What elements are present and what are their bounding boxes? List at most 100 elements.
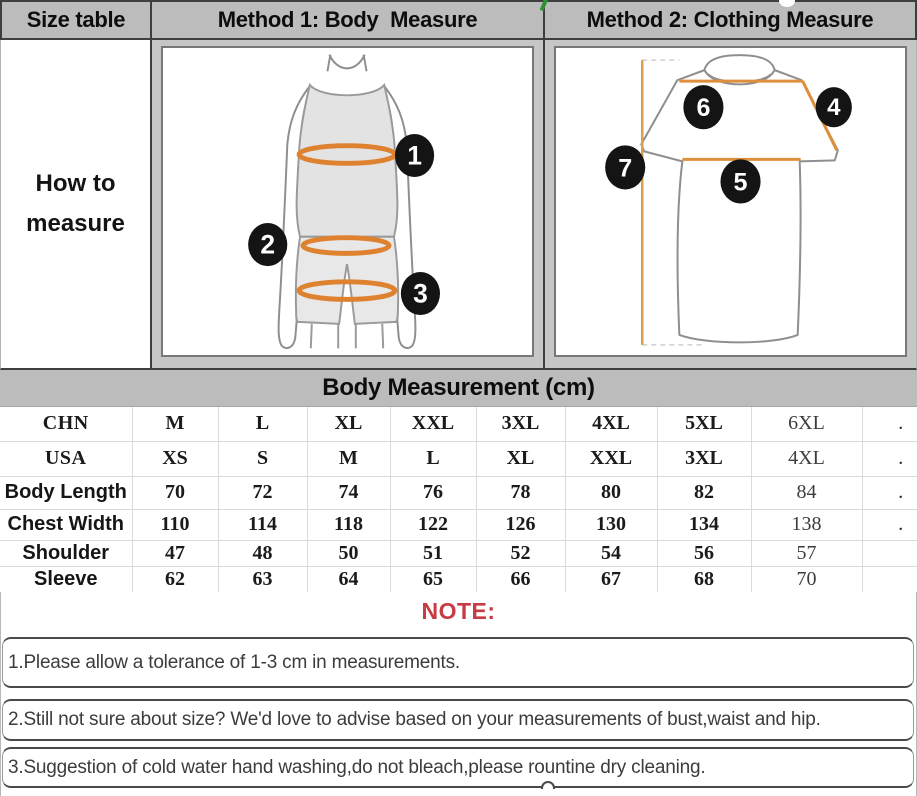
size-cell: 48	[217, 539, 308, 567]
size-cell: XXL	[564, 440, 658, 477]
tshirt-panel: 4 5 6 7	[554, 46, 907, 357]
size-cell	[861, 565, 917, 593]
size-cell: 3XL	[656, 440, 752, 477]
body-badges: 1 2 3	[248, 133, 440, 316]
top-notch-decoration	[779, 0, 795, 7]
size-cell: L	[217, 406, 308, 442]
size-cell	[861, 539, 917, 567]
size-cell: 64	[306, 565, 391, 593]
size-cell: 76	[389, 475, 477, 510]
how-to-measure-cell: How to measure	[1, 40, 152, 368]
size-cell: XXL	[389, 406, 477, 442]
size-cell: .	[861, 406, 917, 442]
size-cell: XS	[131, 440, 219, 477]
bottom-notch-decoration	[537, 780, 559, 789]
body-measure-panel: 1 2 3	[152, 40, 545, 368]
row-label: Sleeve	[0, 565, 133, 593]
size-cell: .	[861, 508, 917, 541]
size-cell: 138	[750, 508, 863, 541]
size-cell: 6XL	[750, 406, 863, 442]
size-cell: 118	[306, 508, 391, 541]
header-method1: Method 1: Body Measure	[152, 2, 545, 38]
note-item: 2.Still not sure about size? We'd love t…	[2, 699, 914, 741]
table-row: Sleeve 62 63 64 65 66 67 68 70	[0, 565, 917, 593]
table-row: Body Length 70 72 74 76 78 80 82 84.	[0, 475, 917, 510]
header-method2: Method 2: Clothing Measure	[586, 7, 874, 32]
note-text: 3.Suggestion of cold water hand washing,…	[8, 756, 706, 778]
size-cell: 66	[475, 565, 566, 593]
measurement-table-wrap: CHN M L XL XXL 3XL 4XL 5XL 6XL. USA XS S M L XL XXL 3XL 4…	[0, 406, 917, 593]
size-cell: 78	[475, 475, 566, 510]
badge-5: 5	[734, 168, 748, 196]
size-cell: 57	[750, 539, 863, 567]
size-cell: 70	[750, 565, 863, 593]
clothing-badges: 4 5 6 7	[605, 85, 852, 204]
size-cell: 130	[564, 508, 658, 541]
badge-6: 6	[696, 94, 710, 122]
size-cell: 4XL	[564, 406, 658, 442]
size-cell: 3XL	[475, 406, 566, 442]
illustration-row: How to measure	[0, 40, 917, 370]
badge-2: 2	[260, 229, 275, 259]
row-label: USA	[0, 440, 133, 477]
size-cell: 4XL	[750, 440, 863, 477]
badge-1: 1	[407, 140, 422, 170]
size-cell: XL	[306, 406, 391, 442]
size-cell: .	[861, 440, 917, 477]
size-cell: M	[306, 440, 391, 477]
size-cell: 122	[389, 508, 477, 541]
size-cell: 114	[217, 508, 308, 541]
size-cell: 56	[656, 539, 752, 567]
how-to-measure-label: How to measure	[26, 170, 125, 237]
badge-7: 7	[618, 154, 632, 182]
row-label: Shoulder	[0, 539, 133, 567]
size-cell: 74	[306, 475, 391, 510]
body-figure-illustration: 1 2 3	[248, 54, 440, 349]
measurement-table: CHN M L XL XXL 3XL 4XL 5XL 6XL. USA XS S M L XL XXL 3XL 4…	[0, 406, 917, 593]
table-row: Shoulder 47 48 50 51 52 54 56 57	[0, 539, 917, 567]
size-cell: L	[389, 440, 477, 477]
size-cell: 82	[656, 475, 752, 510]
clothing-measure-panel: 4 5 6 7	[545, 40, 916, 368]
size-cell: 70	[131, 475, 219, 510]
size-cell: .	[861, 475, 917, 510]
note-text: 1.Please allow a tolerance of 1-3 cm in …	[8, 651, 460, 673]
size-cell: 68	[656, 565, 752, 593]
row-label: Body Length	[0, 475, 133, 510]
section-title-bar: Body Measurement (cm)	[0, 370, 917, 407]
size-cell: 67	[564, 565, 658, 593]
size-cell: 84	[750, 475, 863, 510]
size-cell: 47	[131, 539, 219, 567]
size-cell: 50	[306, 539, 391, 567]
note-item: 3.Suggestion of cold water hand washing,…	[2, 747, 914, 788]
note-title: NOTE:	[421, 598, 496, 624]
size-cell: M	[131, 406, 219, 442]
size-table-body: CHN M L XL XXL 3XL 4XL 5XL 6XL. USA XS S M L XL XXL 3XL 4…	[0, 406, 917, 593]
row-label: CHN	[0, 406, 133, 442]
size-cell: 5XL	[656, 406, 752, 442]
header-size-table: Size table	[2, 2, 152, 38]
size-cell: 51	[389, 539, 477, 567]
badge-4: 4	[827, 94, 841, 121]
badge-3: 3	[413, 278, 428, 308]
size-cell: 63	[217, 565, 308, 593]
note-text: 2.Still not sure about size? We'd love t…	[8, 709, 821, 730]
size-cell: 126	[475, 508, 566, 541]
size-cell: 72	[217, 475, 308, 510]
header-row: Size table Method 1: Body Measure Method…	[0, 0, 917, 40]
size-cell: 52	[475, 539, 566, 567]
row-label: Chest Width	[0, 508, 133, 541]
size-cell: XL	[475, 440, 566, 477]
note-item: 1.Please allow a tolerance of 1-3 cm in …	[2, 637, 914, 688]
body-figure-panel: 1 2 3	[161, 46, 534, 357]
size-cell: S	[217, 440, 308, 477]
size-cell: 134	[656, 508, 752, 541]
tshirt-illustration: 4 5 6 7	[605, 54, 852, 346]
table-row: USA XS S M L XL XXL 3XL 4XL.	[0, 440, 917, 477]
size-cell: 54	[564, 539, 658, 567]
notes-section: NOTE: 1.Please allow a tolerance of 1-3 …	[0, 592, 917, 796]
size-cell: 110	[131, 508, 219, 541]
size-cell: 62	[131, 565, 219, 593]
size-cell: 80	[564, 475, 658, 510]
